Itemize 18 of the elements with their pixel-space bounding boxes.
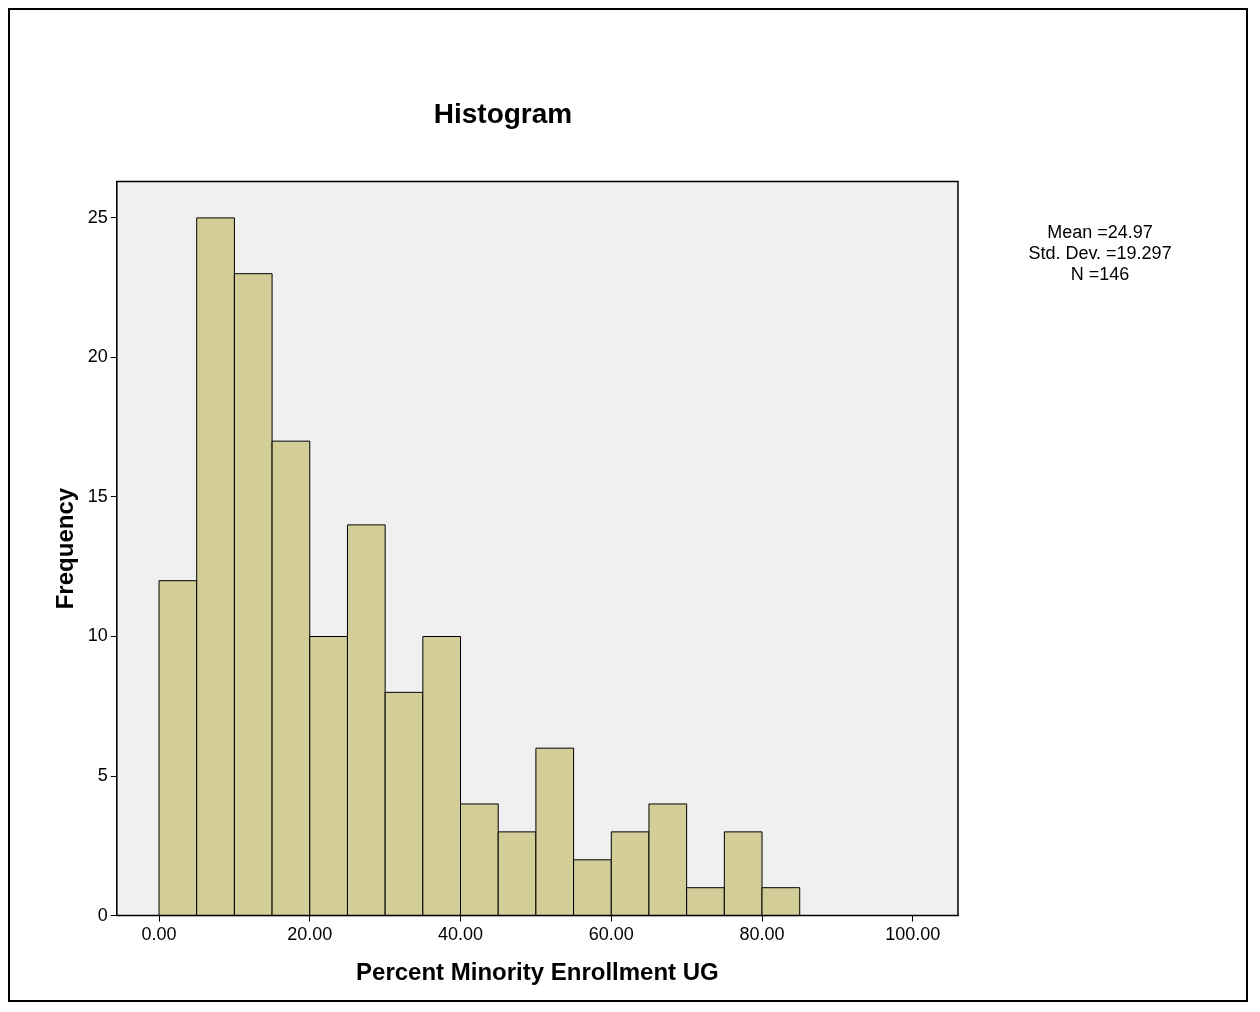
chart-title: Histogram xyxy=(433,97,573,129)
x-axis-title: Percent Minority Enrollment UG xyxy=(356,958,719,986)
text: Mean =24.97 xyxy=(1047,221,1153,242)
y-tick-label: 0 xyxy=(97,904,108,925)
y-tick-label: 5 xyxy=(97,765,108,786)
x-tick-label: 0.00 xyxy=(141,924,177,945)
y-tick-label: 10 xyxy=(87,625,108,646)
x-tick-label: 100.00 xyxy=(885,924,941,945)
x-tick-label: 80.00 xyxy=(739,924,785,945)
text: Std. Dev. =19.297 xyxy=(1028,242,1172,263)
y-axis-title: Frequency xyxy=(51,487,79,610)
y-tick-label: 25 xyxy=(87,206,108,227)
text: N =146 xyxy=(1070,263,1130,284)
y-tick-label: 20 xyxy=(87,346,108,367)
y-tick-label: 15 xyxy=(87,485,108,506)
x-tick-label: 60.00 xyxy=(588,924,634,945)
x-tick-label: 40.00 xyxy=(438,924,484,945)
x-tick-label: 20.00 xyxy=(287,924,333,945)
